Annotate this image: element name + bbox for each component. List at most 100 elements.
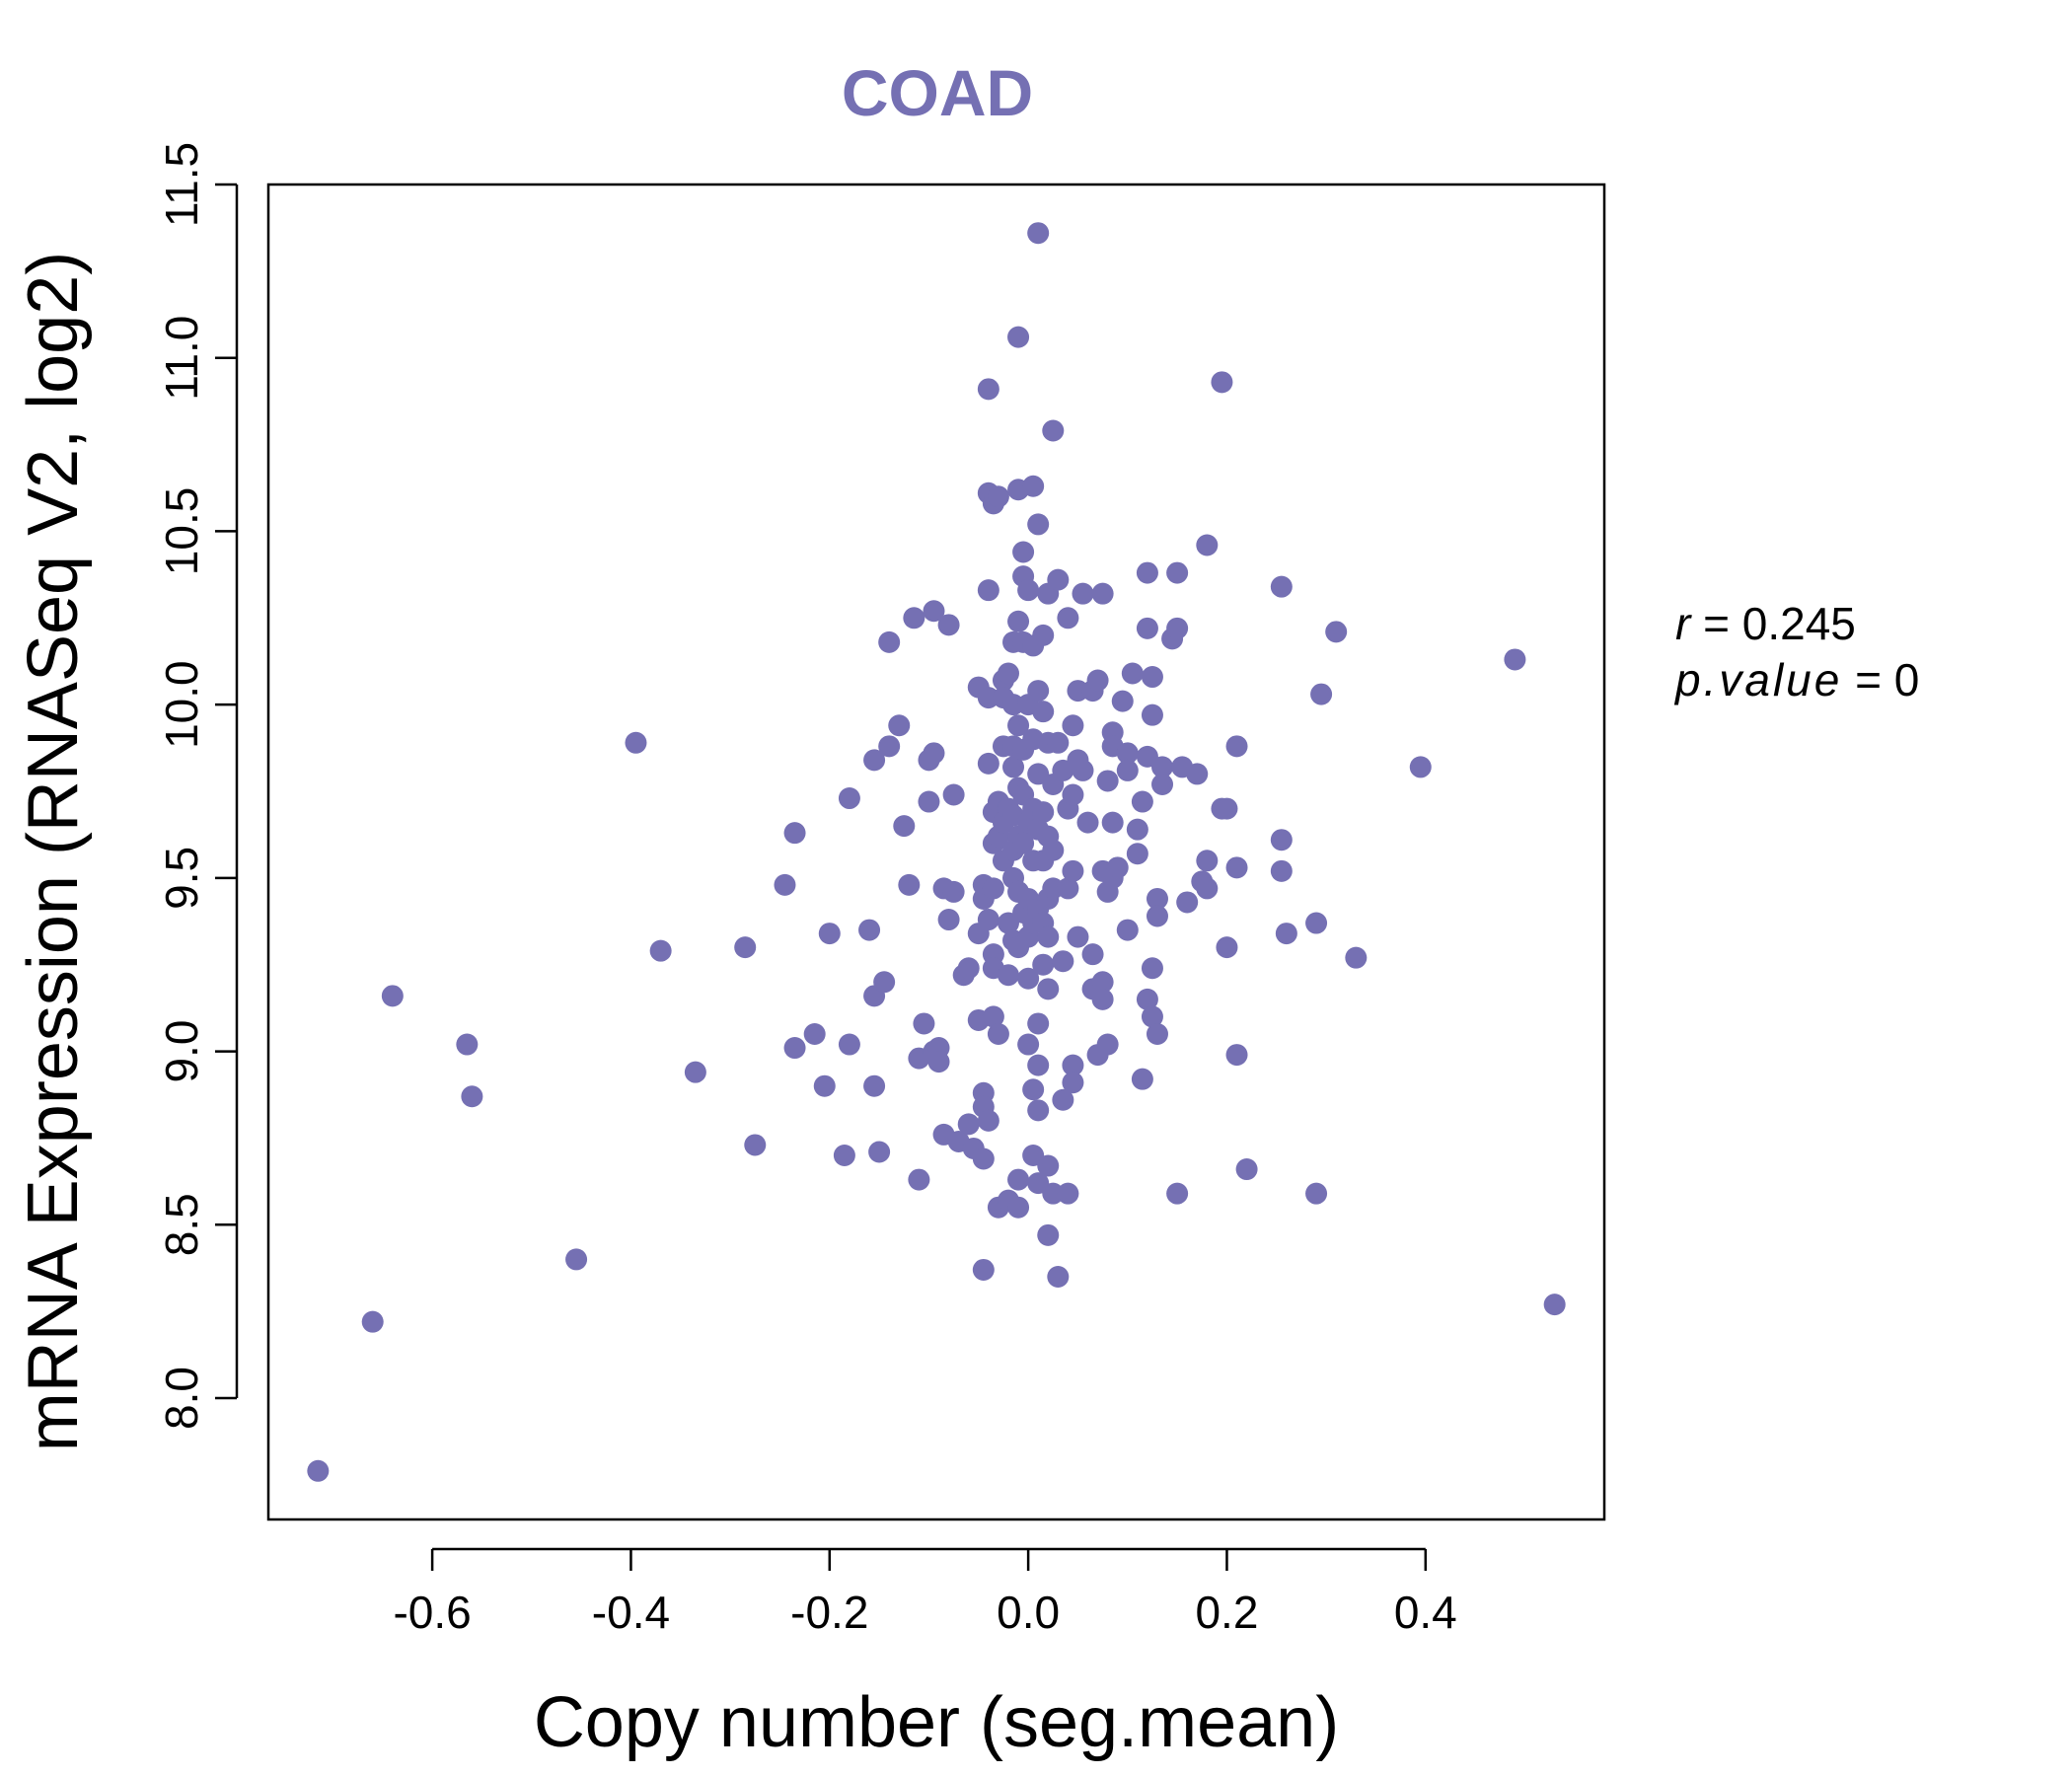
data-point	[1151, 773, 1174, 795]
svg-text:r = 0.245: r = 0.245	[1675, 598, 1856, 649]
x-tick-label: 0.4	[1394, 1587, 1457, 1638]
data-point	[977, 378, 999, 401]
x-tick-label: -0.6	[393, 1587, 471, 1638]
data-point	[1211, 371, 1233, 394]
data-point	[1216, 797, 1238, 820]
data-point	[803, 1023, 826, 1045]
data-point	[381, 985, 404, 1007]
data-point	[858, 919, 881, 941]
y-tick-label: 9.0	[156, 1020, 207, 1083]
data-point	[818, 923, 841, 945]
data-point	[1101, 811, 1124, 834]
data-point	[1052, 950, 1074, 973]
data-point	[1111, 690, 1134, 712]
data-point	[1196, 877, 1219, 900]
data-point	[1057, 877, 1079, 900]
data-point	[1037, 1154, 1060, 1177]
data-point	[1091, 971, 1114, 994]
data-point	[1047, 731, 1070, 754]
data-point	[977, 752, 999, 775]
data-point	[878, 630, 901, 653]
chart-title: COAD	[842, 56, 1033, 129]
data-point	[1136, 561, 1158, 584]
data-point	[1032, 624, 1055, 646]
data-point	[1032, 801, 1055, 824]
data-point	[977, 687, 999, 709]
data-point	[1305, 912, 1328, 934]
data-point	[1141, 957, 1163, 980]
data-point	[1141, 1005, 1163, 1028]
data-point	[1270, 829, 1293, 851]
data-point	[1126, 818, 1148, 841]
data-point	[997, 662, 1019, 685]
data-point	[923, 600, 945, 623]
data-point	[744, 1134, 767, 1156]
data-point	[1027, 1054, 1050, 1076]
plot-frame	[266, 183, 1606, 1521]
data-point	[1106, 856, 1129, 879]
data-point	[1116, 742, 1139, 765]
data-point	[1007, 1168, 1030, 1191]
data-point	[987, 1023, 1009, 1045]
data-point	[937, 909, 960, 931]
data-point	[1166, 561, 1189, 584]
data-point	[456, 1033, 479, 1056]
data-point	[868, 1141, 891, 1163]
data-point	[1027, 1099, 1050, 1122]
data-points	[307, 222, 1566, 1482]
data-point	[1166, 617, 1189, 639]
data-point	[923, 742, 945, 765]
data-point	[1504, 648, 1526, 671]
data-point	[918, 790, 940, 813]
data-point	[942, 880, 965, 903]
data-point	[1096, 770, 1119, 792]
data-point	[957, 957, 980, 980]
y-tick-label: 9.5	[156, 847, 207, 910]
data-point	[1131, 1068, 1153, 1090]
data-point	[1047, 1266, 1070, 1288]
data-point	[1131, 790, 1153, 813]
data-point	[783, 1037, 806, 1060]
data-point	[1062, 1054, 1084, 1076]
data-point	[1047, 568, 1070, 591]
data-point	[1042, 839, 1065, 861]
data-point	[908, 1168, 930, 1191]
data-point	[649, 939, 672, 962]
data-point	[1091, 582, 1114, 605]
data-point	[1057, 607, 1079, 629]
data-point	[813, 1074, 836, 1097]
data-point	[1196, 534, 1219, 556]
data-point	[888, 714, 911, 737]
data-point	[1086, 669, 1109, 692]
data-point	[1067, 925, 1089, 948]
data-point	[1057, 1182, 1079, 1205]
data-point	[1032, 701, 1055, 723]
data-point	[1225, 1044, 1248, 1067]
data-point	[972, 1258, 995, 1281]
svg-text:p.value = 0: p.value = 0	[1673, 654, 1919, 705]
data-point	[937, 614, 960, 636]
data-point	[1216, 936, 1238, 959]
data-point	[1151, 756, 1174, 778]
data-point	[997, 964, 1019, 987]
x-tick-label: -0.4	[592, 1587, 670, 1638]
data-point	[1027, 513, 1050, 536]
data-point	[734, 936, 757, 959]
data-point	[1146, 1023, 1168, 1045]
data-point	[1270, 575, 1293, 598]
data-point	[977, 579, 999, 602]
data-point	[307, 1459, 330, 1482]
data-point	[1096, 1033, 1119, 1056]
data-point	[1007, 1196, 1030, 1219]
data-point	[461, 1085, 483, 1108]
y-tick-label: 8.5	[156, 1193, 207, 1256]
p-value: 0	[1894, 654, 1920, 705]
data-point	[977, 1109, 999, 1132]
data-point	[1126, 843, 1148, 865]
x-axis: -0.6 -0.4 -0.2 0.0 0.2 0.4	[393, 1547, 1457, 1638]
data-point	[1002, 694, 1025, 716]
data-point	[1037, 978, 1060, 1000]
data-point	[1235, 1158, 1258, 1181]
correlation-annotation: r = 0.245 p.value = 0	[1673, 598, 1919, 705]
data-point	[1012, 541, 1035, 563]
